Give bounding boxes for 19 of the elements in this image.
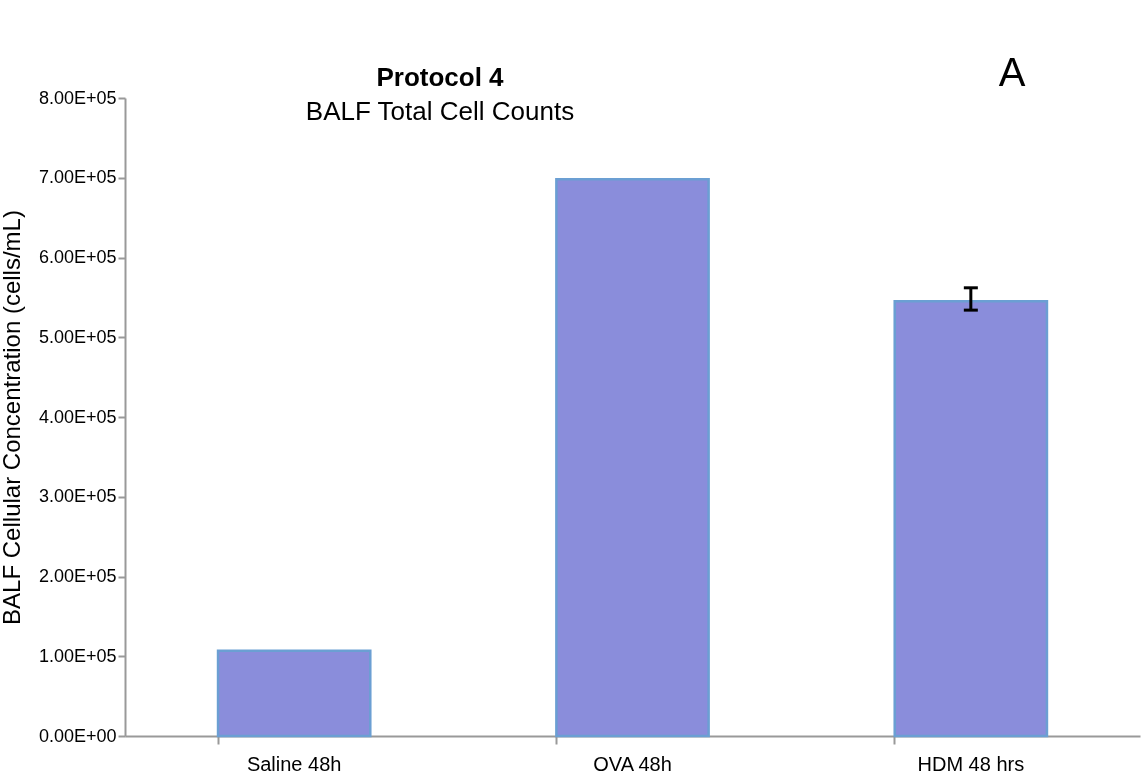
bar xyxy=(893,300,1049,738)
y-tick-label: 3.00E+05 xyxy=(38,486,117,507)
bar xyxy=(555,178,710,738)
y-tick-label: 5.00E+05 xyxy=(38,326,117,347)
y-tick-label: 6.00E+05 xyxy=(38,247,117,267)
y-tick-label: 7.00E+05 xyxy=(38,167,117,188)
text: A xyxy=(998,50,1026,94)
y-tick-label: 8.00E+05 xyxy=(38,87,117,108)
y-tick-label: 2.00E+05 xyxy=(38,566,117,586)
x-tick-label: OVA 48h xyxy=(593,752,672,775)
y-tick-label: 1.00E+05 xyxy=(38,645,117,666)
chart-subtitle: BALF Total Cell Counts xyxy=(305,96,575,126)
y-tick-label: 0.00E+00 xyxy=(38,725,117,746)
x-tick-label: Saline 48h xyxy=(246,752,342,775)
chart-title: Protocol 4 xyxy=(376,62,505,92)
y-tick-label: 4.00E+05 xyxy=(38,406,117,427)
bar xyxy=(216,649,372,738)
x-tick-label: HDM 48 hrs xyxy=(917,752,1025,775)
y-axis-title: BALF Cellular Concentration (cells/mL) xyxy=(0,210,25,625)
